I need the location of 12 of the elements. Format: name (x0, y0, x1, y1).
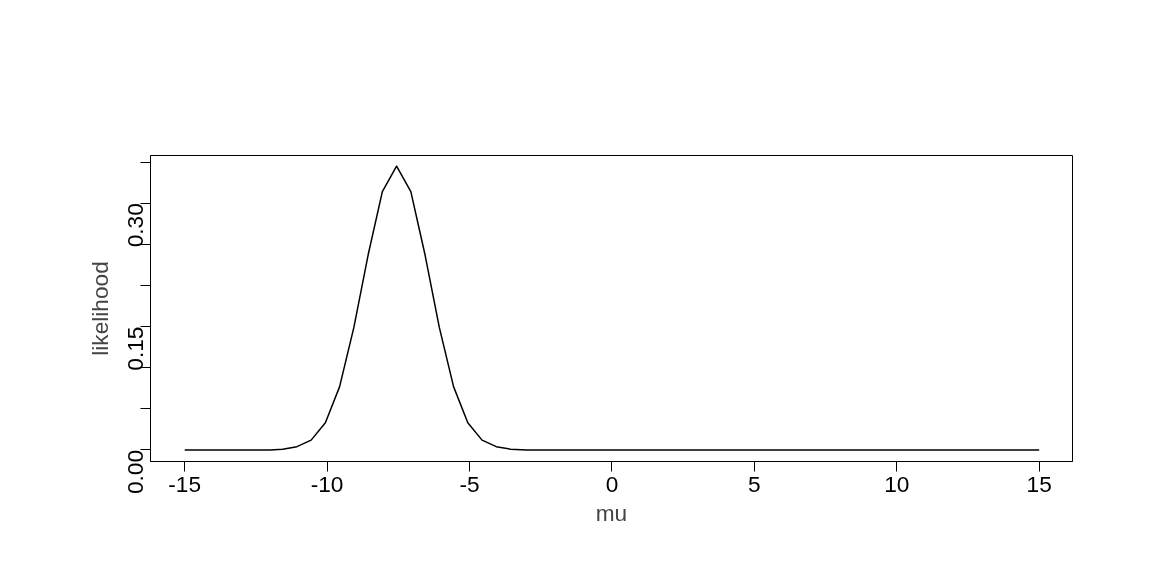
x-tick-label: -10 (310, 470, 344, 497)
y-tick-label: 0.00 (122, 449, 148, 495)
x-axis-title: mu (595, 499, 628, 526)
x-tick-label: 15 (1026, 470, 1052, 497)
x-tick-label: -15 (168, 470, 202, 497)
x-tick-label: 0 (605, 470, 619, 497)
x-tick-label: 10 (884, 470, 910, 497)
y-tick-label: 0.15 (122, 326, 148, 371)
y-tick-label: 0.30 (122, 203, 148, 248)
x-tick-label: -5 (459, 470, 480, 497)
y-axis-title: likelihood (86, 261, 113, 356)
x-tick-label: 5 (748, 470, 761, 497)
